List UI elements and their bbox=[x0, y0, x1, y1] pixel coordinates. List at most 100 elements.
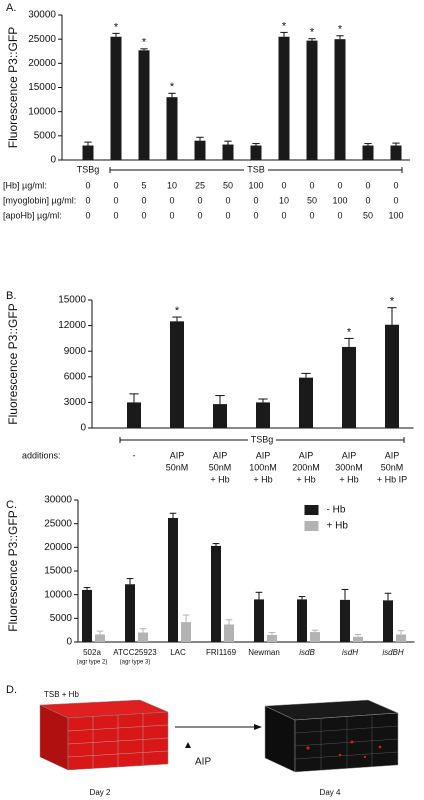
y-tick-label: 0 bbox=[66, 637, 72, 648]
y-axis-label: Fluorescence P3::GFP bbox=[6, 27, 20, 148]
panel-letter: D. bbox=[6, 684, 17, 696]
bar bbox=[342, 346, 356, 428]
x-tick-label: AIP bbox=[299, 450, 314, 460]
bar bbox=[194, 140, 206, 160]
y-tick-label: 3000 bbox=[64, 397, 87, 408]
x-tick-label: 50nM bbox=[166, 462, 189, 472]
condition-value: 10 bbox=[167, 180, 177, 190]
condition-value: 0 bbox=[253, 195, 258, 205]
condition-value: 50 bbox=[363, 210, 373, 220]
x-tick-label: isdBH bbox=[382, 648, 404, 657]
x-tick-label: - bbox=[133, 450, 136, 460]
condition-value: 0 bbox=[365, 180, 370, 190]
condition-value: 0 bbox=[337, 210, 342, 220]
panel-letter: C. bbox=[6, 499, 17, 511]
condition-label: [apoHb] µg/ml: bbox=[3, 210, 62, 220]
condition-value: 0 bbox=[197, 210, 202, 220]
bar bbox=[181, 622, 191, 642]
x-tick-label: AIP bbox=[342, 450, 357, 460]
caption: Day 2 bbox=[90, 788, 111, 797]
category-note: (agr type 2) bbox=[77, 660, 108, 666]
x-tick-label: 50nM bbox=[381, 462, 404, 472]
y-tick-label: 15000 bbox=[44, 566, 72, 577]
condition-value: 0 bbox=[393, 195, 398, 205]
x-tick-label: isdB bbox=[299, 648, 315, 657]
y-tick-label: 30000 bbox=[28, 10, 56, 21]
condition-value: 100 bbox=[332, 195, 347, 205]
bracket-label-bg bbox=[244, 164, 268, 176]
significance-mark: * bbox=[114, 21, 119, 33]
condition-value: 0 bbox=[309, 210, 314, 220]
bar bbox=[250, 145, 262, 160]
bar bbox=[95, 634, 105, 642]
condition-value: 0 bbox=[337, 180, 342, 190]
arrow-head bbox=[254, 724, 262, 730]
y-tick-label: 15000 bbox=[28, 82, 56, 93]
arrow-label: AIP bbox=[195, 757, 211, 768]
marker bbox=[185, 742, 191, 748]
x-tick-label: AIP bbox=[170, 450, 185, 460]
bar bbox=[125, 584, 135, 642]
x-tick-label: AIP bbox=[256, 450, 271, 460]
bar bbox=[396, 634, 406, 642]
bracket-label: TSBg bbox=[251, 434, 274, 444]
bar bbox=[390, 145, 402, 160]
cell-spots bbox=[306, 740, 382, 759]
x-tick-label: 100nM bbox=[249, 462, 277, 472]
condition-label: TSB + Hb bbox=[44, 690, 79, 699]
significance-mark: * bbox=[390, 296, 395, 308]
condition-value: 0 bbox=[197, 195, 202, 205]
y-tick-label: 25000 bbox=[28, 34, 56, 45]
legend-swatch bbox=[304, 505, 319, 515]
x-tick-label: ATCC25923 bbox=[113, 648, 157, 657]
y-tick-label: 10000 bbox=[28, 106, 56, 117]
y-tick-label: 6000 bbox=[64, 371, 87, 382]
condition-value: 0 bbox=[113, 210, 118, 220]
condition-value: 50 bbox=[307, 195, 317, 205]
significance-mark: * bbox=[170, 81, 175, 93]
bar bbox=[383, 600, 393, 642]
condition-value: 0 bbox=[225, 210, 230, 220]
bar bbox=[222, 144, 234, 160]
significance-mark: * bbox=[282, 20, 287, 32]
x-tick-label: AIP bbox=[385, 450, 400, 460]
significance-mark: * bbox=[175, 305, 180, 317]
row-label: additions: bbox=[22, 450, 61, 460]
condition-value: 0 bbox=[169, 210, 174, 220]
condition-value: 0 bbox=[365, 195, 370, 205]
bar bbox=[362, 145, 374, 160]
bar bbox=[267, 634, 277, 642]
volume-grid bbox=[67, 713, 169, 768]
bar bbox=[299, 377, 313, 428]
condition-value: 100 bbox=[248, 180, 263, 190]
condition-value: 0 bbox=[85, 195, 90, 205]
bar bbox=[340, 599, 350, 642]
y-tick-label: 30000 bbox=[44, 495, 72, 506]
panel-letter: A. bbox=[6, 2, 16, 14]
condition-value: 0 bbox=[85, 180, 90, 190]
x-tick-label: LAC bbox=[170, 648, 186, 657]
condition-value: 0 bbox=[141, 210, 146, 220]
bar bbox=[256, 402, 270, 428]
significance-mark: * bbox=[310, 27, 315, 39]
legend-label: - Hb bbox=[327, 505, 346, 516]
bar bbox=[211, 545, 221, 642]
y-axis-label: Fluorescence P3::GFP bbox=[6, 303, 20, 424]
bar bbox=[168, 517, 178, 642]
y-tick-label: 9000 bbox=[64, 346, 87, 357]
condition-value: 0 bbox=[113, 180, 118, 190]
y-tick-label: 0 bbox=[50, 155, 56, 166]
condition-label: [Hb] µg/ml: bbox=[3, 180, 47, 190]
condition-value: 0 bbox=[393, 180, 398, 190]
x-tick-label: isdH bbox=[342, 648, 358, 657]
x-tick-label: + Hb IP bbox=[377, 474, 407, 484]
condition-value: 10 bbox=[279, 195, 289, 205]
y-tick-label: 15000 bbox=[58, 295, 86, 306]
x-tick-label: 200nM bbox=[292, 462, 320, 472]
y-tick-label: 20000 bbox=[28, 58, 56, 69]
y-tick-label: 0 bbox=[80, 423, 86, 434]
condition-value: 50 bbox=[223, 180, 233, 190]
x-tick-label: TSBg bbox=[77, 164, 100, 174]
bracket-label-bg bbox=[248, 434, 276, 446]
